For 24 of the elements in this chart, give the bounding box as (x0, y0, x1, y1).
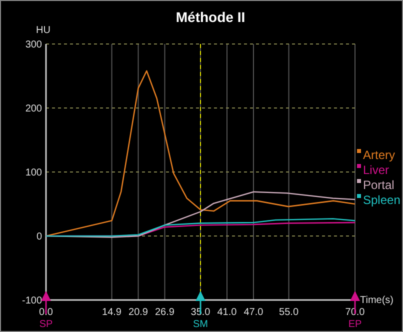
x-tick-label: 55.0 (279, 307, 299, 318)
x-tick-label: 41.0 (217, 307, 238, 318)
x-tick-label: 0.0 (39, 307, 54, 318)
line-series (45, 70, 356, 237)
y-tick-label: -100 (22, 296, 42, 306)
legend-label: Artery (363, 148, 396, 162)
x-axis-title: Time(s) (360, 295, 394, 306)
x-tick-label: 26.9 (155, 307, 175, 318)
y-tick-label: 300 (25, 40, 42, 50)
x-tick-label: 20.9 (128, 307, 148, 318)
y-tick-label: 100 (25, 168, 42, 178)
x-tick-label: 14.9 (102, 307, 122, 318)
text: SP (39, 319, 53, 330)
chart-title: Méthode II (176, 9, 246, 25)
line-series (45, 218, 356, 237)
legend-label: Portal (363, 178, 394, 192)
y-axis-title: HU (36, 25, 50, 36)
legend-label: Spleen (363, 193, 400, 208)
y-tick-label: 0 (36, 232, 42, 242)
ref-line-label: SM (193, 319, 208, 330)
x-tick-label: 47.0 (244, 307, 264, 318)
y-tick-label: 200 (25, 104, 42, 114)
text: EP (348, 319, 362, 330)
legend-label: Liver (363, 163, 390, 178)
